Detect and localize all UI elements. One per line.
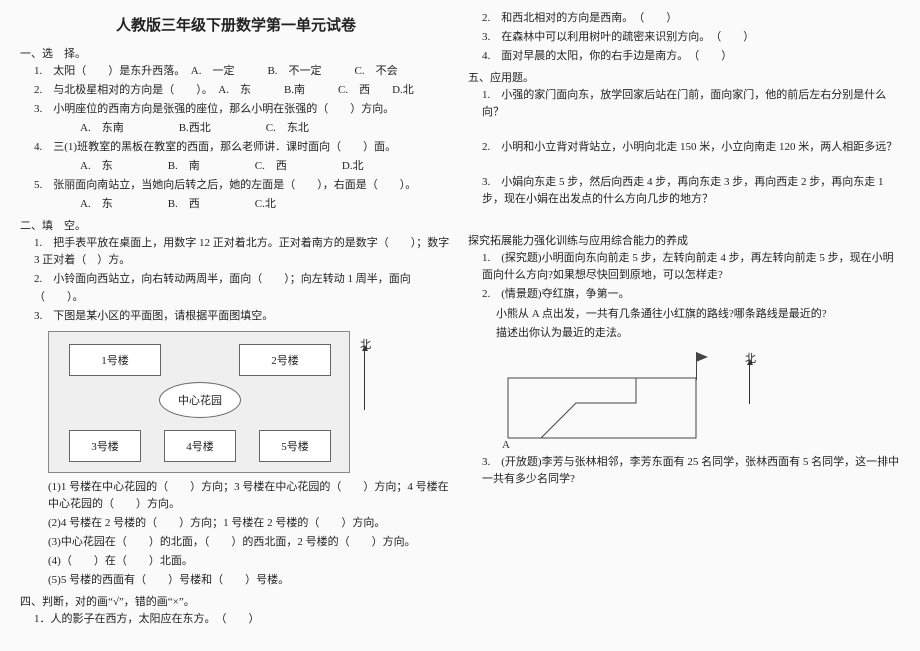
q5-1: 1. 小强的家门面向东，放学回家后站在门前，面向家门，他的前后左右分别是什么向？ (482, 87, 900, 121)
center-garden: 中心花园 (159, 382, 241, 418)
building-5: 5号楼 (259, 430, 331, 462)
section-4-header: 四、判断，对的画“√”，错的画“×”。 (20, 593, 452, 609)
right-column: 2. 和西北相对的方向是西南。 （ ） 3. 在森林中可以利用树叶的疏密来识别方… (460, 8, 908, 643)
q4-3: 3. 在森林中可以利用树叶的疏密来识别方向。 （ ） (482, 29, 900, 46)
exam-title: 人教版三年级下册数学第一单元试卷 (20, 14, 452, 35)
q5-3: 3. 小娟向东走 5 步，然后向西走 4 步，再向东走 3 步，再向西走 2 步… (482, 174, 900, 208)
flag-diagram: A 北 (496, 348, 756, 448)
q1-5-options: A. 东 B. 西 C.北 (80, 196, 452, 213)
section-1-header: 一、选 择。 (20, 45, 452, 61)
q4-1: 1．人的影子在西方，太阳应在东方。 （ ） (34, 611, 452, 628)
q1-3-options: A. 东南 B.西北 C. 东北 (80, 120, 452, 137)
qe-3: 3. (开放题)李芳与张林相邻，李芳东面有 25 名同学，张林西面有 5 名同学… (482, 454, 900, 488)
q5-2: 2. 小明和小立背对背站立，小明向北走 150 米，小立向南走 120 米，两人… (482, 139, 900, 156)
q2-3-1: (1)1 号楼在中心花园的（ ）方向；3 号楼在中心花园的（ ）方向；4 号楼在… (48, 479, 452, 513)
spacer (468, 210, 900, 228)
q2-1: 1. 把手表平放在桌面上，用数字 12 正对着北方。正对着南方的是数字（ ）；数… (34, 235, 452, 269)
q1-4: 4. 三(1)班教室的黑板在教室的西面，那么老师讲．课时面向（ ）面。 (34, 139, 452, 156)
spacer (468, 123, 900, 137)
building-1: 1号楼 (69, 344, 161, 376)
q2-3-5: (5)5 号楼的西面有（ ）号楼和（ ）号楼。 (48, 572, 452, 589)
flag-icon (696, 352, 697, 380)
building-2: 2号楼 (239, 344, 331, 376)
qe-2: 2. (情景题)夺红旗，争第一。 (482, 286, 900, 303)
q1-1: 1. 太阳（ ）是东升西落。 A. 一定 B. 不一定 C. 不会 (34, 63, 452, 80)
q1-3: 3. 小明座位的西南方向是张强的座位，那么小明在张强的（ ）方向。 (34, 101, 452, 118)
q1-2: 2. 与北极星相对的方向是（ ）。 A. 东 B.南 C. 西 D.北 (34, 82, 452, 99)
q4-4: 4. 面对早晨的太阳，你的右手边是南方。 （ ） (482, 48, 900, 65)
exam-page: 人教版三年级下册数学第一单元试卷 一、选 择。 1. 太阳（ ）是东升西落。 A… (0, 0, 920, 651)
qe-2b: 描述出你认为最近的走法。 (496, 325, 900, 342)
q1-5: 5. 张丽面向南站立，当她向后转之后，她的左面是（ ），右面是（ ）。 (34, 177, 452, 194)
qe-2a: 小熊从 A 点出发，一共有几条通往小红旗的路线?哪条路线是最近的? (496, 306, 900, 323)
building-4: 4号楼 (164, 430, 236, 462)
left-column: 人教版三年级下册数学第一单元试卷 一、选 择。 1. 太阳（ ）是东升西落。 A… (12, 8, 460, 643)
section-5-header: 五、应用题。 (468, 69, 900, 85)
section-2-header: 二、填 空。 (20, 217, 452, 233)
section-ext-header: 探究拓展能力强化训练与应用综合能力的养成 (468, 232, 900, 248)
svg-text:A: A (502, 439, 510, 448)
spacer (468, 158, 900, 172)
q2-3-2: (2)4 号楼在 2 号楼的（ ）方向；1 号楼在 2 号楼的（ ）方向。 (48, 515, 452, 532)
q2-3: 3. 下图是某小区的平面图，请根据平面图填空。 (34, 308, 452, 325)
north2-arrow-icon (749, 364, 750, 404)
north-arrow-icon (364, 350, 365, 410)
q2-3-4: (4)（ ）在（ ）北面。 (48, 553, 452, 570)
q2-3-3: (3)中心花园在（ ）的北面，（ ）的西北面，2 号楼的（ ）方向。 (48, 534, 452, 551)
qe-1: 1. (探究题)小明面向东向前走 5 步，左转向前走 4 步，再左转向前走 5 … (482, 250, 900, 284)
building-3: 3号楼 (69, 430, 141, 462)
q1-4-options: A. 东 B. 南 C. 西 D.北 (80, 158, 452, 175)
campus-diagram: 1号楼 2号楼 中心花园 3号楼 4号楼 5号楼 北 (48, 331, 452, 473)
q2-2: 2. 小铃面向西站立，向右转动两周半，面向（ ）；向左转动 1 周半，面向（ ）… (34, 271, 452, 305)
q4-2: 2. 和西北相对的方向是西南。 （ ） (482, 10, 900, 27)
